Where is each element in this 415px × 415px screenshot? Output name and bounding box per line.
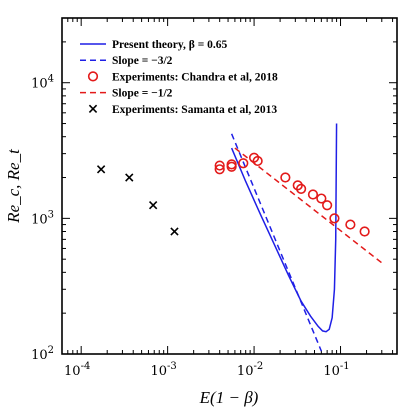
cross-marker xyxy=(125,173,134,182)
circle-marker xyxy=(296,183,307,194)
circle-marker xyxy=(345,219,356,230)
axis-ticks: 10-4 10-3 10-2 10-1 102 103 104 xyxy=(31,17,397,379)
x-tick-label: 10-1 xyxy=(323,361,349,379)
y-tick-label: 102 xyxy=(31,345,54,363)
theory-curve xyxy=(230,123,338,333)
circle-marker xyxy=(359,226,370,237)
cross-marker xyxy=(96,165,106,174)
cross-marker xyxy=(148,201,158,210)
legend-label: Slope = −3/2 xyxy=(112,55,173,67)
legend-label: Slope = −1/2 xyxy=(112,88,173,100)
slope-line xyxy=(230,133,323,352)
cross-stroke xyxy=(125,173,134,182)
y-tick-label: 103 xyxy=(31,209,54,227)
legend-label: Experiments: Samanta et al, 2013 xyxy=(112,104,277,116)
x-tick-label: 10-3 xyxy=(150,361,176,379)
circle-marker xyxy=(252,155,263,167)
x-tick-label: 10-2 xyxy=(237,361,263,379)
circle-marker xyxy=(214,160,225,171)
circle-marker xyxy=(329,213,340,224)
circle-marker xyxy=(214,164,225,175)
legend-label: Experiments: Chandra et al, 2018 xyxy=(112,71,278,83)
cross-stroke xyxy=(148,201,158,210)
circle-marker xyxy=(226,161,237,172)
x-axis-label: E(1 − β) xyxy=(199,388,259,407)
x-tick-label: 10-4 xyxy=(64,361,90,379)
circle-marker xyxy=(316,193,327,204)
legend-circle-swatch xyxy=(87,71,99,82)
y-tick-label: 104 xyxy=(31,74,54,92)
circle-marker xyxy=(322,200,333,211)
legend-label: Present theory, β = 0.65 xyxy=(112,39,227,51)
circle-marker xyxy=(280,172,291,183)
legend-cross-swatch xyxy=(88,104,98,113)
y-axis-label: Re_c, Re_t xyxy=(4,148,23,224)
cross-stroke xyxy=(96,165,106,174)
series-layer xyxy=(96,123,383,352)
plot-area xyxy=(61,17,398,355)
cross-marker xyxy=(170,227,179,236)
cross-stroke xyxy=(88,104,98,113)
circle-marker xyxy=(307,189,319,200)
legend: Present theory, β = 0.65 Slope = −3/2 Expe… xyxy=(80,39,278,116)
circle-marker xyxy=(238,158,249,169)
cross-stroke xyxy=(170,227,179,236)
slope-line xyxy=(234,147,383,264)
